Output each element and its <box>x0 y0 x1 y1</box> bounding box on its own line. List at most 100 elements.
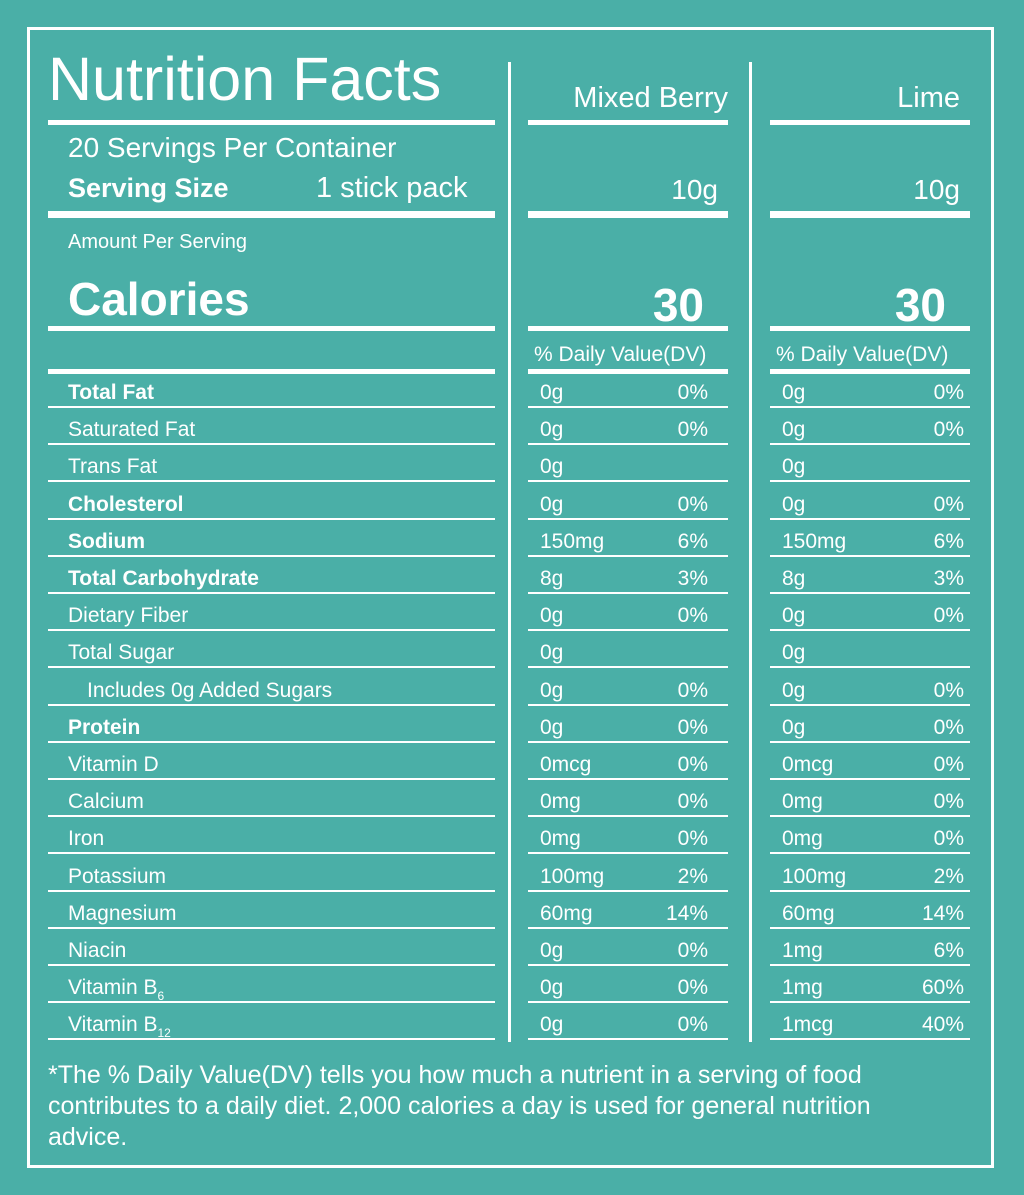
nutrient-amount: 150mg <box>540 529 605 553</box>
nutrient-daily-value: 0% <box>933 827 964 851</box>
row-separator <box>528 406 728 408</box>
row-separator <box>528 554 728 557</box>
row-separator <box>48 740 495 743</box>
nutrient-daily-value: 6% <box>677 529 708 553</box>
product-calories-rule <box>770 326 970 331</box>
serving-size-value: 1 stick pack <box>316 172 468 204</box>
nutrient-label: Vitamin B12 <box>68 1012 171 1039</box>
nutrient-amount: 0mg <box>540 827 581 851</box>
nutrient-amount: 0g <box>782 455 806 479</box>
column-divider <box>508 62 511 1042</box>
nutrient-label-text: Total Carbohydrate <box>68 567 259 590</box>
nutrient-amount: 1mg <box>782 976 823 1000</box>
nutrient-daily-value: 0% <box>677 939 708 962</box>
dv-header-mixed-berry: % Daily Value(DV) <box>534 343 707 366</box>
nutrient-label: Total Fat <box>68 380 154 406</box>
row-separator <box>528 1038 728 1041</box>
nutrient-amount: 0g <box>540 455 564 479</box>
product-serving-rule <box>770 211 970 218</box>
product-serving-lime: 10g <box>913 174 960 205</box>
row-separator <box>48 629 495 632</box>
row-separator <box>770 964 970 966</box>
product-name-lime: Lime <box>897 82 960 114</box>
row-separator <box>528 443 728 446</box>
nutrient-daily-value: 0% <box>677 1013 708 1037</box>
nutrient-amount: 0g <box>540 939 564 962</box>
nutrient-amount: 100mg <box>540 864 605 888</box>
daily-value-footnote: *The % Daily Value(DV) tells you how muc… <box>48 1061 871 1151</box>
nutrient-amount: 8g <box>540 567 564 590</box>
nutrient-label: Trans Fat <box>68 454 157 480</box>
nutrient-amount: 0mg <box>782 790 823 814</box>
nutrient-daily-value: 0% <box>677 715 708 739</box>
row-separator <box>48 815 495 818</box>
row-separator <box>528 592 728 594</box>
product-dv-rule <box>770 369 970 374</box>
nutrient-amount: 0g <box>540 604 564 628</box>
nutrient-label: Vitamin B6 <box>68 975 165 1004</box>
title-rule <box>48 120 495 125</box>
nutrient-daily-value: 0% <box>933 753 964 776</box>
dv-rule <box>48 369 495 374</box>
nutrient-label: Saturated Fat <box>68 417 195 443</box>
row-separator <box>770 1001 970 1004</box>
row-separator <box>528 629 728 632</box>
row-separator <box>770 926 970 929</box>
nutrient-amount: 0mg <box>782 827 823 851</box>
product-serving-mixed-berry: 10g <box>671 174 718 205</box>
nutrient-daily-value: 0% <box>677 604 708 628</box>
row-separator <box>48 1001 495 1004</box>
nutrient-label-text: Total Sugar <box>68 641 175 665</box>
row-separator <box>528 889 728 892</box>
row-separator <box>770 629 970 632</box>
nutrient-label-text: Trans Fat <box>68 455 158 479</box>
nutrient-daily-value: 0% <box>677 827 708 851</box>
nutrient-label: Iron <box>68 826 104 852</box>
row-separator <box>528 778 728 780</box>
row-separator <box>528 740 728 743</box>
row-separator <box>770 406 970 408</box>
product-name-rule <box>528 120 728 125</box>
row-separator <box>770 815 970 818</box>
row-separator <box>770 740 970 743</box>
nutrient-label-text: Potassium <box>68 864 167 888</box>
nutrient-label: Total Sugar <box>68 640 174 666</box>
row-separator <box>770 852 970 855</box>
row-separator <box>770 554 970 557</box>
nutrient-daily-value: 60% <box>921 976 964 1000</box>
nutrient-label: Magnesium <box>68 901 177 927</box>
row-separator <box>48 964 495 966</box>
nutrient-amount: 0g <box>540 715 564 739</box>
calories-value-mixed-berry: 30 <box>652 279 704 331</box>
nutrient-amount: 0mcg <box>540 753 592 776</box>
nutrient-label-text: Sodium <box>68 529 145 553</box>
row-separator <box>48 703 495 706</box>
nutrient-label: Dietary Fiber <box>68 603 188 629</box>
nutrient-amount: 8g <box>782 567 806 590</box>
row-separator <box>770 703 970 706</box>
row-separator <box>48 926 495 929</box>
label-title: Nutrition Facts <box>48 45 442 113</box>
serving-rule <box>48 211 495 218</box>
nutrient-daily-value: 6% <box>933 939 964 962</box>
row-separator <box>528 517 728 520</box>
nutrient-label: Calcium <box>68 789 144 815</box>
nutrient-daily-value: 0% <box>933 715 964 739</box>
nutrient-label: Sodium <box>68 529 145 555</box>
nutrient-label: Niacin <box>68 938 126 964</box>
nutrient-amount: 1mg <box>782 939 823 962</box>
nutrient-label-subscript: 6 <box>157 989 165 1004</box>
nutrient-amount: 0g <box>782 678 806 702</box>
label-frame <box>27 27 994 1168</box>
nutrient-daily-value: 0% <box>677 976 708 1000</box>
row-separator <box>528 666 728 669</box>
nutrient-label: Vitamin D <box>68 752 159 778</box>
row-separator <box>48 889 495 892</box>
row-separator <box>770 517 970 520</box>
row-separator <box>48 1038 495 1041</box>
product-name-mixed-berry: Mixed Berry <box>573 82 728 114</box>
nutrient-label-text: Dietary Fiber <box>68 604 189 628</box>
nutrient-label: Cholesterol <box>68 492 184 518</box>
nutrient-label-text: Vitamin B <box>68 976 158 1000</box>
product-calories-rule <box>528 326 728 331</box>
